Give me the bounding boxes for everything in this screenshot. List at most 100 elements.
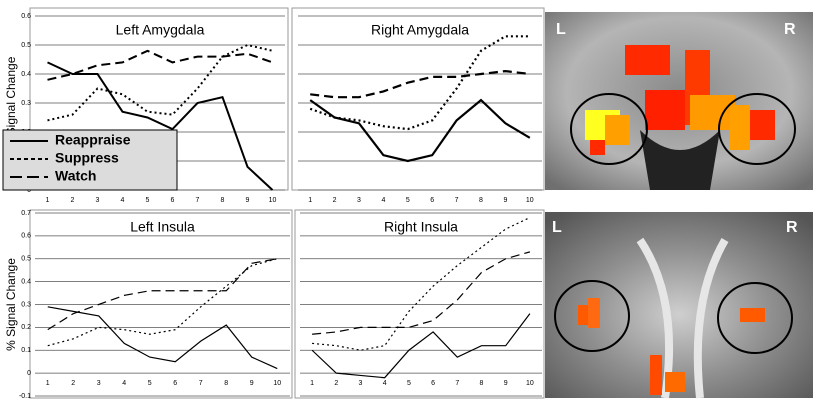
x-tick-label: 2	[71, 380, 75, 387]
brain-image-bottom: L R	[545, 212, 813, 399]
x-tick-label: 1	[308, 197, 312, 204]
y-tick-label: 0.4	[21, 71, 31, 78]
legend-label: Reappraise	[55, 132, 131, 148]
x-tick-label: 6	[171, 197, 175, 204]
x-tick-label: 5	[148, 380, 152, 387]
data-line	[309, 35, 530, 131]
x-tick-label: 10	[526, 197, 534, 204]
x-tick-label: 6	[431, 380, 435, 387]
chart-frame	[294, 209, 545, 399]
data-line	[47, 306, 278, 370]
x-tick-label: 2	[71, 197, 75, 204]
activation	[625, 45, 670, 75]
x-tick-label: 4	[122, 380, 126, 387]
y-tick-label: 0.2	[21, 324, 31, 331]
activation	[665, 372, 685, 392]
legend-label: Watch	[55, 168, 96, 184]
roi-circle	[554, 280, 630, 352]
image-label: R	[784, 21, 796, 38]
x-tick-label: 3	[359, 380, 363, 387]
x-tick-label: 7	[199, 380, 203, 387]
activation	[645, 90, 685, 130]
data-line	[312, 251, 531, 335]
activation	[588, 298, 600, 328]
data-line	[311, 313, 531, 379]
x-tick-label: 8	[480, 380, 484, 387]
x-tick-label: 9	[250, 380, 254, 387]
y-tick-label: 0.6	[21, 13, 31, 20]
x-tick-label: 7	[196, 197, 200, 204]
x-tick-label: 6	[173, 380, 177, 387]
x-tick-label: 4	[383, 380, 387, 387]
x-tick-label: 6	[430, 197, 434, 204]
x-tick-label: 1	[46, 197, 50, 204]
data-line	[309, 98, 531, 163]
chart-title: Left Insula	[130, 219, 195, 235]
roi-circle	[718, 93, 796, 165]
image-label: L	[552, 219, 562, 236]
x-tick-label: 4	[121, 197, 125, 204]
y-tick-label: 0.3	[21, 100, 31, 107]
y-tick-label: -0.1	[19, 393, 31, 400]
data-line	[47, 258, 278, 331]
legend: Reappraise Suppress Watch	[2, 129, 178, 191]
x-tick-label: 5	[407, 380, 411, 387]
x-tick-label: 3	[96, 197, 100, 204]
x-tick-label: 9	[504, 380, 508, 387]
activation	[590, 140, 605, 155]
x-tick-label: 2	[333, 197, 337, 204]
legend-label: Suppress	[55, 150, 119, 166]
chart-title: Left Amygdala	[116, 22, 205, 38]
y-tick-label: 0.6	[21, 233, 31, 240]
x-tick-label: 3	[97, 380, 101, 387]
x-tick-label: 10	[273, 380, 281, 387]
data-line	[310, 69, 530, 99]
activation	[740, 308, 765, 322]
x-tick-label: 1	[310, 380, 314, 387]
x-tick-label: 5	[406, 197, 410, 204]
activation	[650, 355, 662, 395]
data-line	[47, 258, 278, 347]
chart-frame	[29, 209, 293, 399]
chart-title: Right Insula	[384, 219, 458, 235]
x-tick-label: 10	[526, 380, 534, 387]
roi-circle	[717, 282, 793, 354]
activation	[690, 95, 735, 130]
image-shape	[640, 130, 720, 190]
roi-circle	[570, 93, 648, 165]
brain-image-top: L R	[545, 12, 813, 190]
activation	[578, 305, 590, 325]
y-tick-label: 0.5	[21, 256, 31, 263]
activation	[730, 105, 750, 150]
x-tick-label: 5	[146, 197, 150, 204]
image-label: R	[786, 219, 798, 236]
x-tick-label: 2	[334, 380, 338, 387]
x-tick-label: 8	[224, 380, 228, 387]
x-tick-label: 10	[269, 197, 277, 204]
x-tick-label: 3	[357, 197, 361, 204]
x-tick-label: 7	[455, 197, 459, 204]
data-line	[47, 61, 274, 191]
y-tick-label: 0.5	[21, 42, 31, 49]
x-tick-label: 1	[46, 380, 50, 387]
y-axis-label: % Signal Change	[4, 56, 18, 149]
y-axis-label: % Signal Change	[4, 258, 18, 351]
x-tick-label: 4	[381, 197, 385, 204]
x-tick-label: 7	[455, 380, 459, 387]
y-tick-label: 0.3	[21, 301, 31, 308]
data-line	[47, 43, 273, 122]
chart-title: Right Amygdala	[371, 22, 469, 38]
x-tick-label: 8	[221, 197, 225, 204]
x-tick-label: 9	[503, 197, 507, 204]
activation	[605, 115, 630, 145]
y-tick-label: 0	[27, 370, 31, 377]
charts: 0 0.1 0.2 0.3 0.4 0.5 0.6 1 2 3 4 5 6 7 8 9 10 Left Amygd…	[2, 7, 545, 400]
image-label: L	[556, 21, 566, 38]
y-tick-label: 0.1	[21, 347, 31, 354]
x-tick-label: 9	[246, 197, 250, 204]
y-tick-label: 0.7	[21, 210, 31, 217]
data-line	[47, 49, 273, 81]
data-line	[312, 217, 531, 351]
x-tick-label: 8	[479, 197, 483, 204]
